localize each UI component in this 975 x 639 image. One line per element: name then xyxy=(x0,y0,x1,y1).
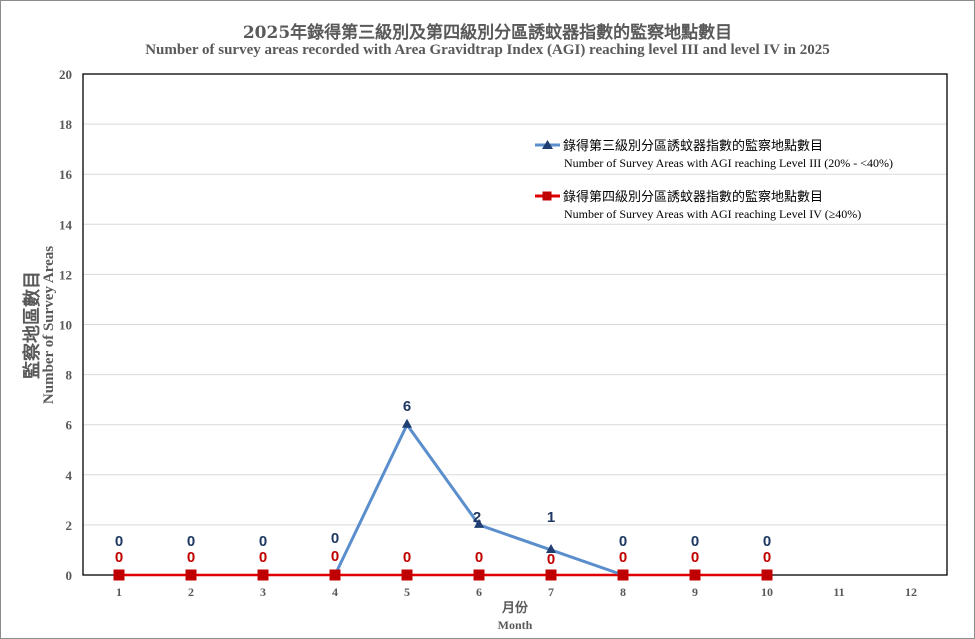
x-axis-label-en: Month xyxy=(498,618,533,632)
chart-title: 2025年錄得第三級別及第四級別分區誘蚊器指數的監察地點數目 xyxy=(242,23,733,43)
square-marker-icon xyxy=(617,569,629,581)
square-marker-icon xyxy=(113,569,125,581)
x-tick-label: 1 xyxy=(116,585,122,599)
legend: 錄得第三級別分區誘蚊器指數的監察地點數目 Number of Survey Ar… xyxy=(535,138,893,221)
data-label-level-iii: 2 xyxy=(473,509,481,526)
y-axis-label-en: Number of Survey Areas xyxy=(41,246,57,404)
data-label-level-iv: 0 xyxy=(475,549,483,566)
data-label-level-iii: 0 xyxy=(331,530,339,547)
x-axis-label-zh: 月份 xyxy=(501,600,529,616)
triangle-marker-icon xyxy=(546,543,556,553)
data-labels: 0 0 0 062 10 0 00 0 0 0 0 0 0 0 0 0 xyxy=(115,398,771,568)
square-marker-icon xyxy=(542,191,552,201)
data-label-level-iv: 0 xyxy=(619,549,627,566)
y-axis-label-zh: 監察地區數目 xyxy=(21,271,43,379)
y-tick-label: 20 xyxy=(59,67,72,82)
y-tick-label: 10 xyxy=(59,318,72,333)
y-tick-label: 14 xyxy=(59,217,73,232)
data-label-level-iv: 0 xyxy=(187,549,195,566)
square-marker-icon xyxy=(257,569,269,581)
y-tick-label: 18 xyxy=(59,117,73,132)
data-label-level-iii: 0 xyxy=(619,533,627,550)
x-tick-label: 6 xyxy=(476,585,482,599)
legend-label-zh: 錄得第四級別分區誘蚊器指數的監察地點數目 xyxy=(563,189,823,205)
data-label-level-iv: 0 xyxy=(115,549,123,566)
legend-item-level-iv: 錄得第四級別分區誘蚊器指數的監察地點數目 Number of Survey Ar… xyxy=(535,189,861,221)
legend-label-zh: 錄得第三級別分區誘蚊器指數的監察地點數目 xyxy=(563,138,823,154)
square-marker-icon xyxy=(329,569,341,581)
data-label-level-iv: 0 xyxy=(691,549,699,566)
y-axis-ticks: 0 2 4 6 8 10 12 14 16 18 20 xyxy=(59,67,73,583)
data-label-level-iv: 0 xyxy=(547,551,555,568)
data-label-level-iv: 0 xyxy=(763,549,771,566)
x-tick-label: 5 xyxy=(404,585,410,599)
data-label-level-iv: 0 xyxy=(259,549,267,566)
gridlines xyxy=(83,123,947,526)
x-tick-label: 9 xyxy=(692,585,698,599)
x-tick-label: 8 xyxy=(620,585,626,599)
data-label-level-iii: 1 xyxy=(547,509,555,526)
series-group xyxy=(113,418,773,581)
triangle-marker-icon xyxy=(402,418,412,428)
data-label-level-iv: 0 xyxy=(403,549,411,566)
square-marker-icon xyxy=(545,569,557,581)
x-axis-ticks: 1 2 3 4 5 6 7 8 9 10 11 12 xyxy=(116,585,917,599)
square-marker-icon xyxy=(401,569,413,581)
square-marker-icon xyxy=(185,569,197,581)
triangle-marker-icon xyxy=(542,140,553,149)
y-tick-label: 8 xyxy=(66,368,73,383)
square-marker-icon xyxy=(473,569,485,581)
data-label-level-iii: 0 xyxy=(691,533,699,550)
y-tick-label: 2 xyxy=(66,518,73,533)
y-tick-label: 0 xyxy=(66,568,73,583)
square-marker-icon xyxy=(761,569,773,581)
legend-label-en: Number of Survey Areas with AGI reaching… xyxy=(564,207,861,221)
data-label-level-iii: 0 xyxy=(115,533,123,550)
data-label-level-iii: 0 xyxy=(187,533,195,550)
data-label-level-iv: 0 xyxy=(331,548,339,565)
square-marker-icon xyxy=(689,569,701,581)
x-tick-label: 2 xyxy=(188,585,194,599)
data-label-level-iii: 0 xyxy=(259,533,267,550)
y-axis-label: 監察地區數目 Number of Survey Areas xyxy=(21,246,57,404)
x-tick-label: 12 xyxy=(905,585,917,599)
x-tick-label: 3 xyxy=(260,585,266,599)
legend-item-level-iii: 錄得第三級別分區誘蚊器指數的監察地點數目 Number of Survey Ar… xyxy=(535,138,893,170)
data-label-level-iii: 0 xyxy=(763,533,771,550)
x-tick-label: 7 xyxy=(548,585,554,599)
legend-label-en: Number of Survey Areas with AGI reaching… xyxy=(564,156,893,170)
y-tick-label: 12 xyxy=(59,267,72,282)
x-tick-label: 11 xyxy=(833,585,844,599)
y-tick-label: 16 xyxy=(59,167,73,182)
triangle-marker-icon xyxy=(474,518,484,528)
y-tick-label: 4 xyxy=(66,468,73,483)
y-tick-label: 6 xyxy=(66,418,73,433)
x-tick-label: 10 xyxy=(761,585,773,599)
chart-subtitle: Number of survey areas recorded with Are… xyxy=(145,42,830,58)
x-tick-label: 4 xyxy=(332,585,338,599)
data-label-level-iii: 6 xyxy=(403,398,411,415)
